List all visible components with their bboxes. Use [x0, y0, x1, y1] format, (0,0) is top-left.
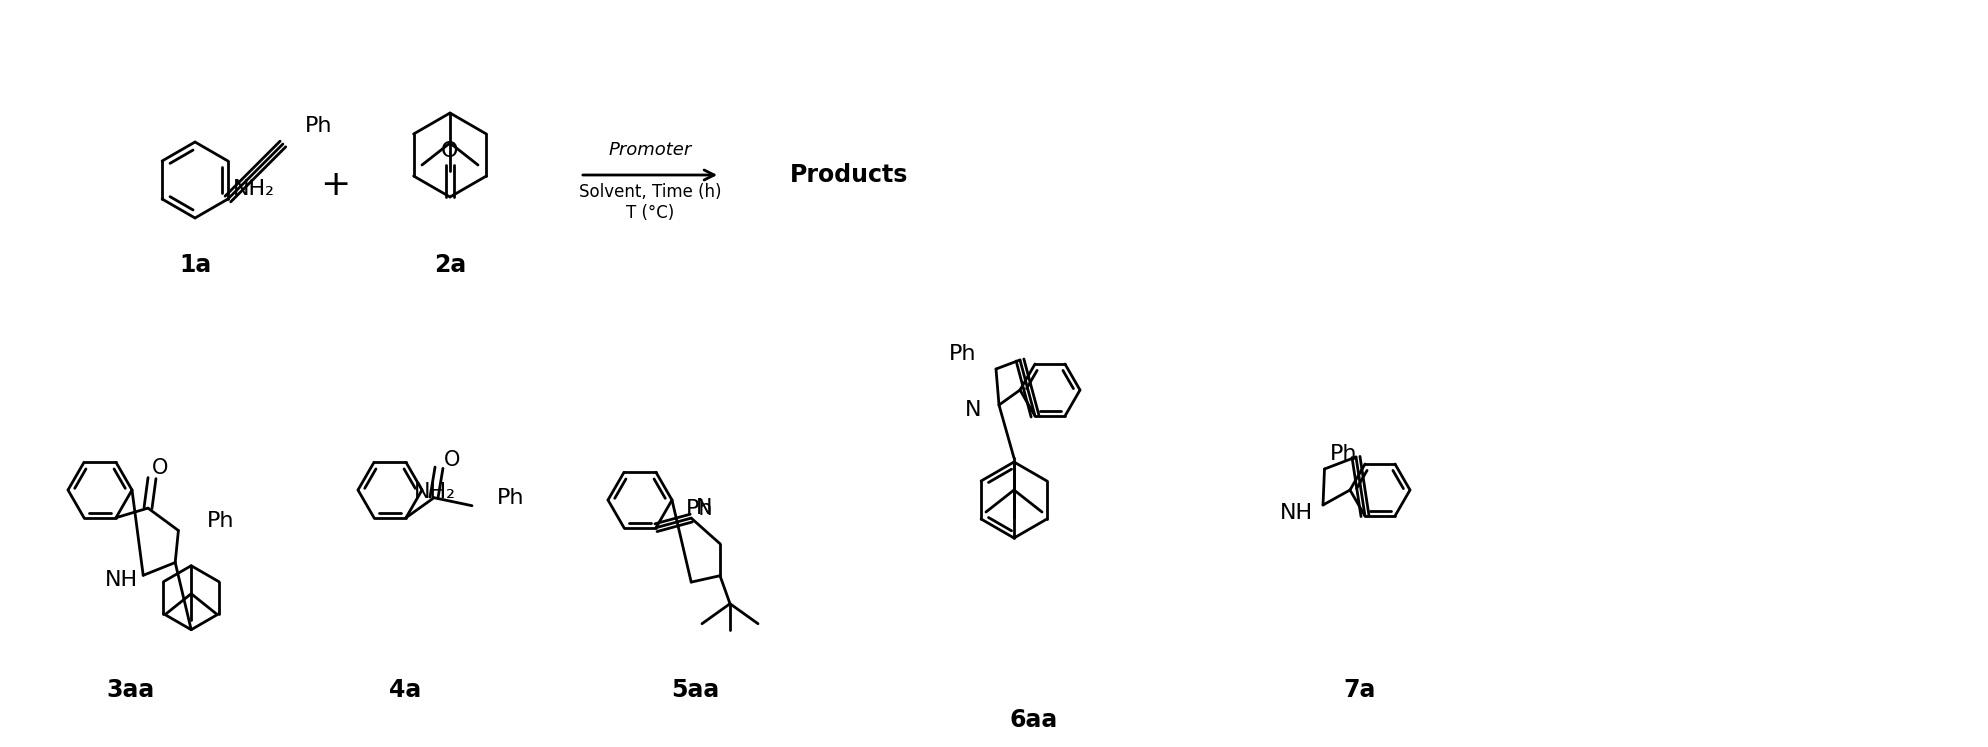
Text: 2a: 2a: [433, 253, 465, 277]
Text: N: N: [964, 400, 980, 420]
Text: +: +: [320, 168, 350, 202]
Text: 5aa: 5aa: [670, 678, 720, 702]
Text: N: N: [696, 498, 714, 518]
Text: Solvent, Time (h): Solvent, Time (h): [579, 183, 722, 201]
Text: 7a: 7a: [1344, 678, 1376, 702]
Text: O: O: [443, 450, 459, 470]
Text: Promoter: Promoter: [608, 141, 692, 159]
Text: Ph: Ph: [207, 510, 235, 530]
Text: Ph: Ph: [1330, 444, 1358, 464]
Text: Ph: Ph: [304, 116, 332, 136]
Text: NH: NH: [1280, 503, 1312, 523]
Text: NH₂: NH₂: [414, 483, 455, 502]
Text: Ph: Ph: [948, 344, 976, 364]
Text: NH: NH: [105, 570, 139, 590]
Text: 6aa: 6aa: [1010, 708, 1058, 732]
Text: 1a: 1a: [179, 253, 211, 277]
Text: T (°C): T (°C): [626, 204, 674, 222]
Text: O: O: [441, 141, 459, 161]
Text: O: O: [151, 458, 169, 478]
Text: 4a: 4a: [390, 678, 421, 702]
Text: Ph: Ph: [497, 488, 525, 508]
Text: Products: Products: [789, 163, 909, 187]
Text: Ph: Ph: [686, 499, 714, 518]
Text: NH₂: NH₂: [233, 179, 274, 199]
Text: 3aa: 3aa: [105, 678, 155, 702]
